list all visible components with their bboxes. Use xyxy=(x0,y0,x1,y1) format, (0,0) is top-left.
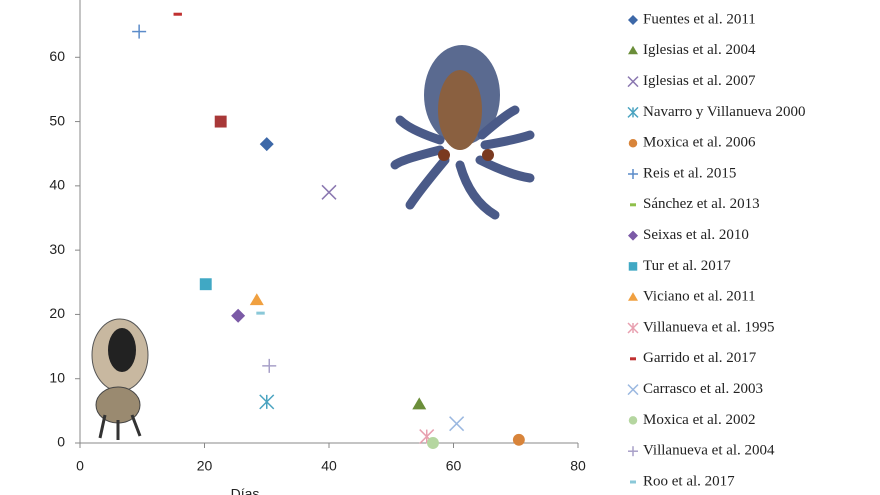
marker xyxy=(628,262,638,271)
legend-label: Tur et al. 2017 xyxy=(643,258,731,274)
marker xyxy=(630,480,636,484)
marker xyxy=(630,203,636,207)
y-tick-label: 30 xyxy=(49,241,65,257)
legend-label: Villanueva et al. 1995 xyxy=(643,319,775,335)
x-tick-label: 20 xyxy=(197,458,213,474)
x-tick-label: 80 xyxy=(570,458,586,474)
marker xyxy=(627,384,639,396)
legend-label: Roo et al. 2017 xyxy=(643,473,735,489)
marker-shape xyxy=(630,203,636,207)
marker xyxy=(630,357,636,361)
legend-label: Fuentes et al. 2011 xyxy=(643,11,756,27)
marker-shape xyxy=(628,15,638,25)
marker xyxy=(628,138,638,148)
marker-shape xyxy=(256,311,265,315)
marker-shape xyxy=(628,292,638,301)
marker xyxy=(628,230,638,241)
marker-stroke xyxy=(627,384,639,396)
legend-label: Villanueva et al. 2004 xyxy=(643,443,775,459)
marker xyxy=(628,15,638,25)
y-tick-label: 10 xyxy=(49,369,65,385)
marker xyxy=(628,169,638,179)
marker-shape xyxy=(630,357,636,361)
marker xyxy=(231,308,246,323)
legend-label: Viciano et al. 2011 xyxy=(643,289,756,305)
marker xyxy=(512,433,525,446)
paralarva-small xyxy=(91,318,149,440)
marker-shape xyxy=(628,262,638,271)
x-tick-label: 40 xyxy=(321,458,337,474)
marker-stroke xyxy=(321,184,337,200)
x-tick-label: 60 xyxy=(446,458,462,474)
marker xyxy=(259,394,275,410)
marker xyxy=(132,24,147,39)
marker xyxy=(628,45,638,55)
marker-stroke xyxy=(449,416,465,432)
legend-label: Seixas et al. 2010 xyxy=(643,227,749,243)
legend-label: Sánchez et al. 2013 xyxy=(643,196,760,212)
y-tick-label: 20 xyxy=(49,305,65,321)
marker xyxy=(627,106,639,118)
marker xyxy=(628,416,638,425)
marker-shape xyxy=(412,397,427,410)
legend-label: Moxica et al. 2006 xyxy=(643,135,756,151)
marker xyxy=(259,137,274,152)
marker-shape xyxy=(628,230,638,241)
x-tick-label: 0 xyxy=(76,458,84,474)
marker-shape xyxy=(628,45,638,55)
marker-shape xyxy=(199,278,212,291)
marker xyxy=(412,397,427,410)
marker xyxy=(199,278,212,291)
y-tick-label: 40 xyxy=(49,177,65,193)
marker xyxy=(628,446,638,457)
y-tick-label: 60 xyxy=(49,48,65,64)
legend-label: Iglesias et al. 2004 xyxy=(643,42,756,58)
marker xyxy=(173,12,182,16)
x-axis-label: Días xyxy=(231,486,260,495)
marker xyxy=(427,437,439,449)
marker xyxy=(627,76,639,88)
marker xyxy=(256,311,265,315)
y-tick-label: 0 xyxy=(57,434,65,450)
marker xyxy=(449,416,465,432)
marker-shape xyxy=(231,308,246,323)
legend-label: Reis et al. 2015 xyxy=(643,165,736,181)
marker-shape xyxy=(628,416,638,425)
legend-label: Moxica et al. 2002 xyxy=(643,412,755,428)
marker-shape xyxy=(249,293,264,306)
marker xyxy=(262,358,277,373)
legend-label: Navarro y Villanueva 2000 xyxy=(643,104,806,120)
marker-shape xyxy=(427,437,439,449)
marker xyxy=(214,115,227,128)
octopus-large xyxy=(390,45,535,220)
y-tick-label: 50 xyxy=(49,112,65,128)
legend-label: Garrido et al. 2017 xyxy=(643,350,757,366)
legend-label: Iglesias et al. 2007 xyxy=(643,73,756,89)
marker xyxy=(628,292,638,301)
marker-shape xyxy=(173,12,182,16)
marker-stroke xyxy=(627,76,639,88)
marker xyxy=(321,184,337,200)
marker-shape xyxy=(214,115,227,128)
marker xyxy=(249,293,264,306)
legend-label: Carrasco et al. 2003 xyxy=(643,381,763,397)
marker-shape xyxy=(628,138,638,148)
marker-shape xyxy=(512,433,525,446)
marker-shape xyxy=(259,137,274,152)
marker-shape xyxy=(630,480,636,484)
marker xyxy=(627,322,639,334)
